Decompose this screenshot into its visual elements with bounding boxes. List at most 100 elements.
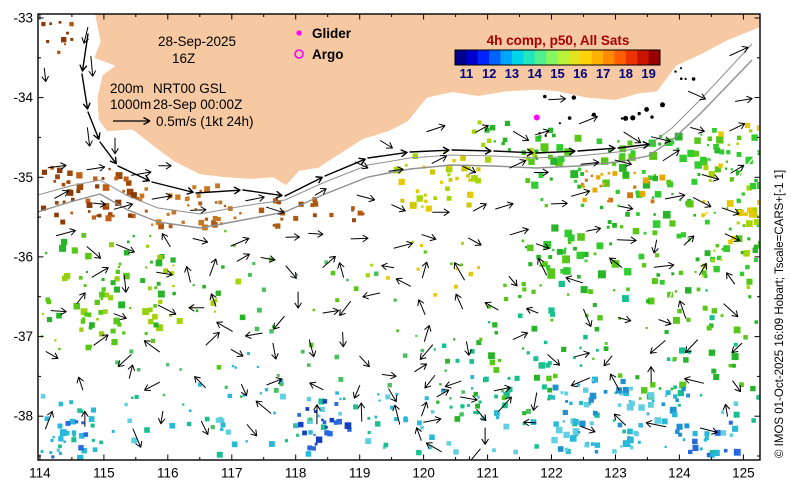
current-arrow (726, 272, 736, 285)
sst-patch (146, 244, 150, 248)
sst-patch (79, 327, 84, 332)
current-arrow (484, 301, 499, 311)
current-arrow (308, 339, 317, 358)
sst-patch (531, 181, 539, 189)
sst-patch (576, 251, 584, 259)
current-arrow (209, 258, 218, 277)
sst-patch (88, 325, 93, 330)
sst-patch (416, 449, 422, 456)
sst-patch (179, 368, 182, 371)
sst-patch (678, 432, 683, 437)
sst-patch (726, 150, 731, 155)
x-tick-label: 122 (540, 466, 563, 481)
sst-patch (131, 214, 136, 219)
current-arrow (192, 237, 209, 245)
sst-patch (420, 425, 424, 430)
sst-patch (713, 249, 716, 252)
sst-patch (750, 207, 758, 214)
sst-patch (400, 198, 405, 203)
sst-patch (494, 394, 498, 399)
sst-patch (142, 308, 150, 315)
current-arrow (481, 427, 489, 445)
island-dot (623, 115, 629, 121)
current-arrow (409, 146, 450, 155)
sst-patch (733, 411, 740, 418)
sst-patch (720, 430, 727, 436)
colorbar-tick-label: 17 (596, 66, 610, 81)
sst-patch (69, 418, 76, 425)
sst-patch (679, 381, 687, 389)
sst-patch (623, 171, 630, 178)
sst-patch (468, 271, 474, 277)
cars-boundary-line (663, 151, 759, 319)
sst-patch (596, 138, 603, 145)
sst-patch (673, 385, 677, 389)
sst-patch (311, 446, 316, 451)
sst-patch (188, 409, 192, 412)
sst-patch (638, 404, 645, 411)
current-arrow (724, 233, 741, 242)
sst-patch (441, 388, 446, 393)
current-arrow (623, 131, 642, 144)
sst-patch (144, 209, 148, 213)
sst-patch (276, 374, 280, 377)
current-arrow (81, 73, 91, 110)
sst-patch (617, 204, 621, 208)
current-arrow (662, 149, 680, 161)
sst-patch (686, 237, 691, 242)
sst-patch (280, 217, 284, 221)
sst-patch (731, 353, 739, 361)
sst-patch (45, 252, 48, 255)
sst-patch (638, 423, 643, 428)
sst-patch (659, 279, 665, 285)
sst-patch (583, 334, 588, 340)
sst-patch (602, 183, 606, 186)
sst-patch (126, 180, 132, 186)
sst-patch (96, 214, 99, 217)
sst-patch (560, 391, 564, 395)
sst-patch (546, 269, 549, 272)
sst-patch (540, 143, 549, 152)
sst-patch (538, 173, 544, 178)
x-tick-label: 117 (221, 466, 243, 481)
sst-patch (374, 415, 378, 419)
sst-patch (566, 293, 570, 296)
current-arrow (603, 355, 613, 367)
sst-patch (129, 306, 132, 309)
sst-patch (402, 353, 408, 358)
current-arrow (431, 154, 447, 164)
current-arrow (41, 67, 49, 83)
current-arrow (609, 257, 623, 268)
sst-patch (110, 280, 116, 286)
sst-patch (737, 209, 744, 217)
sst-patch (659, 174, 666, 181)
current-arrow (216, 321, 233, 332)
sst-patch (728, 364, 733, 368)
sst-patch (56, 167, 63, 174)
current-arrow (388, 388, 397, 403)
current-arrow (526, 306, 539, 314)
sst-patch (503, 296, 509, 302)
island-dot (691, 77, 696, 81)
current-arrow (473, 203, 487, 212)
sst-patch (488, 352, 495, 360)
sst-patch (682, 438, 686, 442)
sst-patch (469, 359, 475, 364)
sst-patch (163, 268, 168, 274)
sst-patch (673, 394, 678, 399)
sst-patch (444, 369, 447, 372)
sst-patch (544, 204, 548, 208)
current-arrow (92, 200, 107, 208)
sst-patch (599, 205, 604, 210)
sst-patch (701, 270, 707, 276)
sst-patch (305, 451, 312, 457)
sst-patch (739, 382, 744, 388)
sst-patch (114, 276, 120, 282)
sst-patch (702, 275, 705, 278)
sst-patch (308, 417, 313, 421)
sst-patch (551, 224, 559, 232)
sst-patch (654, 417, 662, 424)
sst-patch (653, 213, 656, 216)
sst-patch (583, 251, 589, 257)
sst-patch (540, 198, 544, 201)
